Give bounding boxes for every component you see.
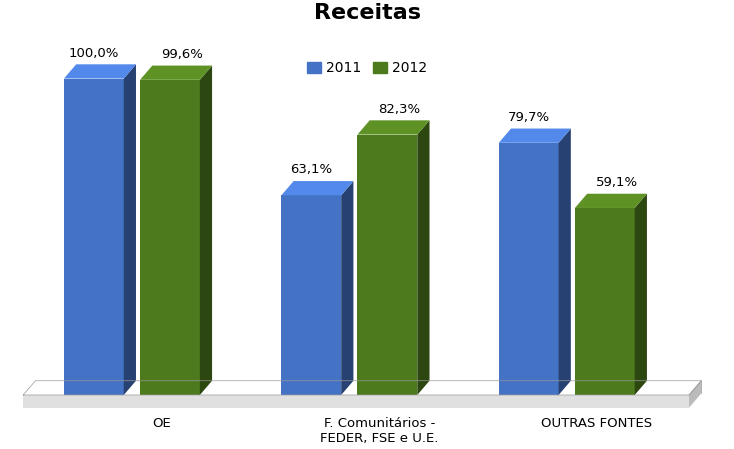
Bar [575, 208, 635, 395]
Text: OUTRAS FONTES: OUTRAS FONTES [541, 417, 653, 430]
Polygon shape [23, 381, 701, 395]
Text: F. Comunitários -
FEDER, FSE e U.E.: F. Comunitários - FEDER, FSE e U.E. [320, 417, 438, 445]
Bar [281, 195, 341, 395]
Bar [64, 79, 124, 395]
Text: 79,7%: 79,7% [508, 111, 550, 124]
Text: OE: OE [153, 417, 171, 430]
Polygon shape [124, 64, 136, 395]
Bar [357, 135, 418, 395]
Legend: 2011, 2012: 2011, 2012 [302, 57, 432, 79]
Polygon shape [559, 128, 571, 395]
Text: 99,6%: 99,6% [161, 48, 203, 61]
Polygon shape [689, 381, 701, 408]
Polygon shape [418, 120, 429, 395]
Text: 63,1%: 63,1% [290, 163, 333, 176]
Text: 59,1%: 59,1% [596, 176, 638, 189]
Polygon shape [499, 128, 571, 143]
Polygon shape [281, 181, 353, 195]
Polygon shape [575, 194, 647, 208]
Polygon shape [64, 64, 136, 79]
Polygon shape [357, 120, 429, 135]
Text: Receitas: Receitas [313, 4, 421, 23]
Text: 82,3%: 82,3% [379, 102, 421, 115]
Polygon shape [635, 194, 647, 395]
Text: 100,0%: 100,0% [69, 47, 119, 60]
Polygon shape [140, 66, 212, 80]
Bar [499, 143, 559, 395]
Bar [23, 395, 689, 408]
Bar [140, 80, 200, 395]
Polygon shape [341, 181, 353, 395]
Polygon shape [200, 66, 212, 395]
